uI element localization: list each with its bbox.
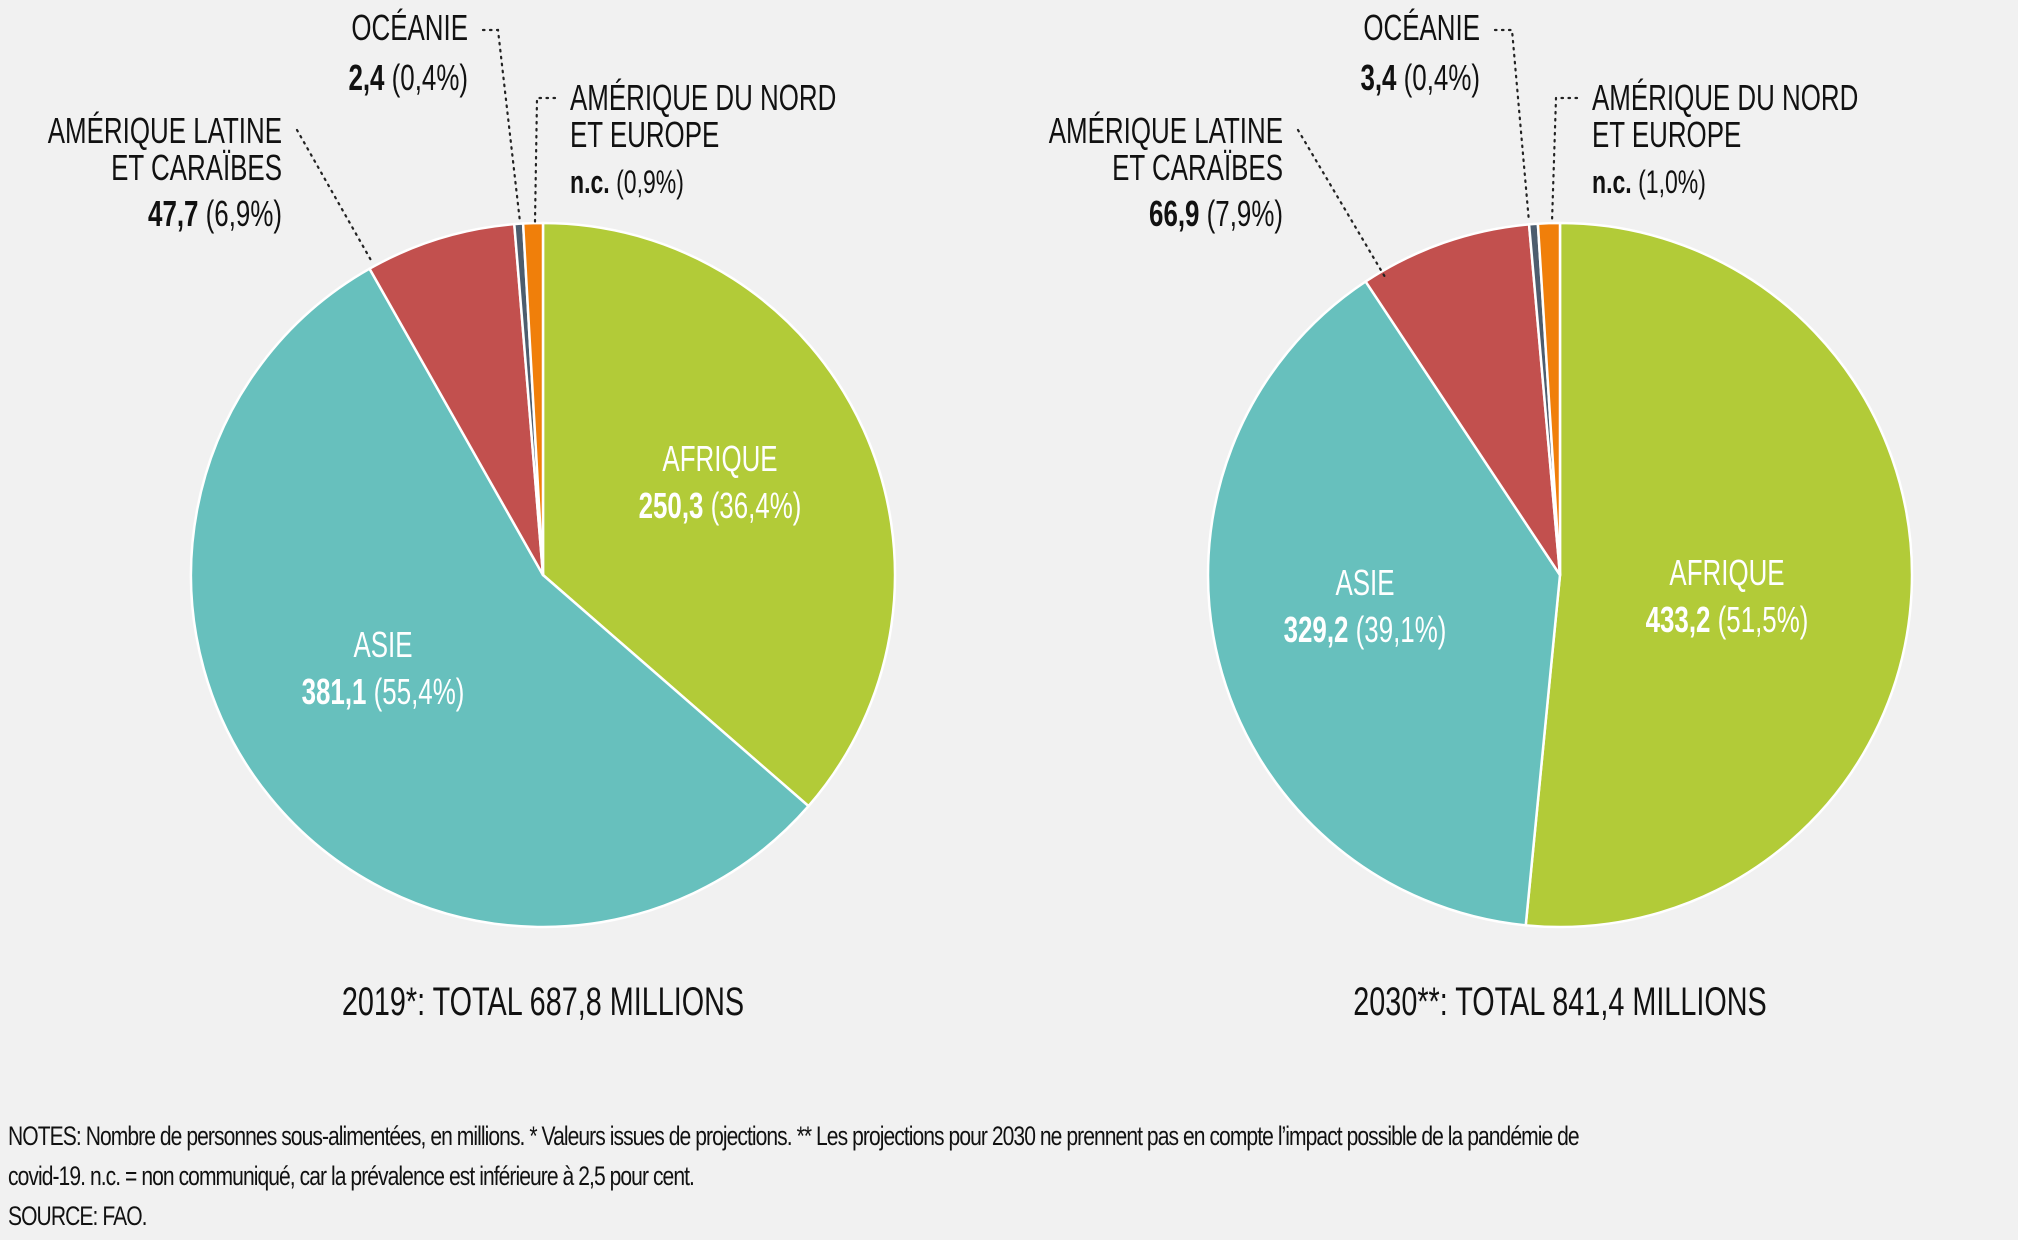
outside-label-amerique-nord-line2: ET EUROPE	[570, 115, 719, 155]
outside-label-amerique-latine-line1: AMÉRIQUE LATINE	[1049, 111, 1283, 151]
charts-canvas: AFRIQUE 250,3 (36,4%) ASIE 381,1 (55,4%) AMÉ…	[48, 8, 1914, 1024]
outside-value-amerique-nord: n.c. (1,0%)	[1592, 164, 1706, 200]
slice-label-asie: ASIE	[353, 625, 412, 665]
outside-value-amerique-latine: 47,7 (6,9%)	[148, 194, 282, 234]
pie-slice-afrique	[541, 221, 897, 808]
leader-line-amerique-nord	[533, 96, 557, 224]
leader-line-amerique-nord	[1550, 96, 1579, 224]
slice-label-afrique: AFRIQUE	[1669, 553, 1784, 593]
outside-label-amerique-nord-line1: AMÉRIQUE DU NORD	[570, 78, 836, 118]
slice-value-afrique: 250,3 (36,4%)	[639, 486, 802, 526]
notes-line-2: covid-19. n.c. = non communiqué, car la …	[8, 1161, 695, 1191]
slice-label-afrique: AFRIQUE	[662, 439, 777, 479]
slice-value-asie: 381,1 (55,4%)	[302, 672, 465, 712]
pie-slice-amerique-nord	[521, 221, 545, 577]
leader-line-amerique-latine	[295, 128, 374, 264]
source-line: SOURCE: FAO.	[8, 1201, 147, 1231]
leader-line-oceanie	[1493, 28, 1531, 224]
pie-slice-afrique	[1524, 221, 1914, 929]
pie-slice-asie	[189, 267, 810, 929]
outside-label-amerique-latine-line2: ET CARAÏBES	[1112, 148, 1283, 188]
outside-label-oceanie: OCÉANIE	[351, 8, 468, 48]
pie-chart-2030: AFRIQUE 433,2 (51,5%) ASIE 329,2 (39,1%) AMÉ…	[1049, 8, 1914, 1024]
pie-title: 2030**: TOTAL 841,4 MILLIONS	[1353, 979, 1766, 1024]
slice-value-asie: 329,2 (39,1%)	[1284, 610, 1447, 650]
outside-value-oceanie: 3,4 (0,4%)	[1360, 58, 1480, 98]
pie-slice-amerique-latine	[1364, 223, 1562, 577]
leader-line-oceanie	[481, 28, 522, 224]
leader-line-amerique-latine	[1296, 128, 1387, 279]
outside-label-oceanie: OCÉANIE	[1363, 8, 1480, 48]
pie-chart-2019: AFRIQUE 250,3 (36,4%) ASIE 381,1 (55,4%) AMÉ…	[48, 8, 897, 1024]
outside-label-amerique-nord-line1: AMÉRIQUE DU NORD	[1592, 78, 1858, 118]
outside-value-amerique-latine: 66,9 (7,9%)	[1149, 194, 1283, 234]
outside-label-amerique-nord-line2: ET EUROPE	[1592, 115, 1741, 155]
slice-value-afrique: 433,2 (51,5%)	[1646, 600, 1809, 640]
outside-value-amerique-nord: n.c. (0,9%)	[570, 164, 684, 200]
footer-notes: NOTES: Nombre de personnes sous-alimenté…	[8, 1116, 2013, 1236]
outside-value-oceanie: 2,4 (0,4%)	[348, 58, 468, 98]
outside-label-amerique-latine-line2: ET CARAÏBES	[111, 148, 282, 188]
pie-slice-amerique-latine	[368, 222, 545, 577]
pie-slice-amerique-nord	[1536, 221, 1562, 577]
notes-line-1: NOTES: Nombre de personnes sous-alimenté…	[8, 1121, 1580, 1151]
pie-title: 2019*: TOTAL 687,8 MILLIONS	[342, 979, 744, 1024]
slice-label-asie: ASIE	[1335, 563, 1394, 603]
outside-label-amerique-latine-line1: AMÉRIQUE LATINE	[48, 111, 282, 151]
